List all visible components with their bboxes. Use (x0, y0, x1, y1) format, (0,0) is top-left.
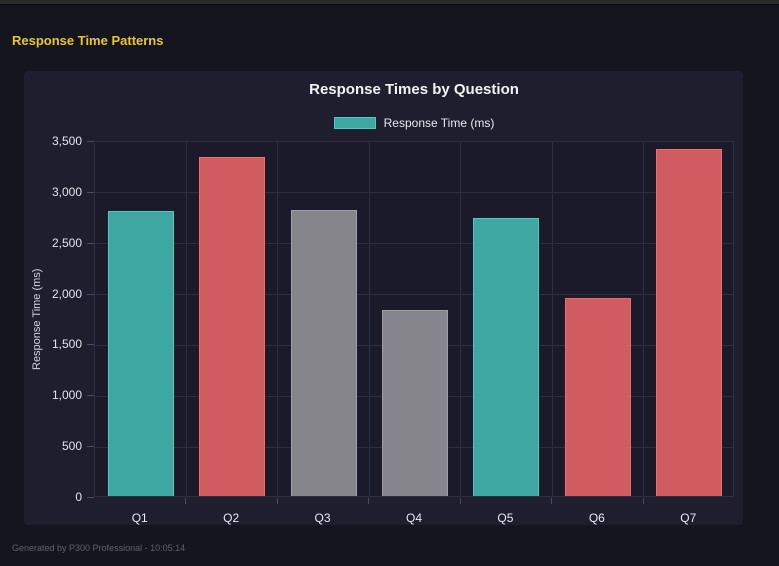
y-gridline (95, 192, 733, 194)
y-tick-mark (87, 242, 94, 244)
bar-q7[interactable] (656, 149, 723, 496)
bar-q3[interactable] (290, 210, 357, 496)
x-gridline (551, 142, 553, 496)
y-tick-mark (87, 191, 94, 193)
y-tick-label: 3,500 (51, 134, 82, 148)
x-gridline (277, 142, 279, 496)
y-tick-mark (87, 497, 94, 498)
page-title: Response Time Patterns (12, 33, 164, 48)
x-gridline (185, 142, 187, 496)
y-tick-mark (87, 293, 94, 295)
x-tick-mark (185, 498, 187, 504)
x-tick-mark (276, 498, 278, 504)
y-tick-label: 500 (61, 439, 82, 454)
y-tick-label: 1,500 (51, 337, 82, 352)
legend-label: Response Time (ms) (383, 116, 495, 130)
x-gridline (460, 142, 462, 496)
bar-q2[interactable] (199, 157, 266, 496)
chart-panel: Response Times by Question Response Time… (24, 71, 743, 525)
x-category-label: Q6 (588, 511, 605, 525)
y-gridline (95, 243, 733, 245)
y-tick-mark (87, 395, 94, 397)
bar-q5[interactable] (473, 218, 540, 496)
x-category-label: Q3 (314, 511, 331, 525)
y-tick-label: 3,000 (51, 184, 82, 199)
x-tick-mark (459, 498, 461, 504)
window-top-strip (0, 0, 779, 5)
y-tick-label: 0 (75, 490, 82, 504)
x-category-label: Q7 (680, 511, 697, 525)
bar-q4[interactable] (382, 309, 448, 496)
y-tick-mark (87, 446, 94, 448)
y-tick-label: 2,000 (51, 286, 82, 301)
x-tick-mark (642, 498, 644, 504)
x-tick-mark (551, 498, 553, 504)
x-gridline (643, 142, 645, 496)
plot-area (94, 141, 734, 497)
footer-status-text: Generated by P300 Professional - 10:05:1… (12, 543, 186, 553)
chart-title: Response Times by Question (309, 81, 519, 98)
x-category-label: Q2 (223, 511, 240, 525)
y-gridline (95, 294, 733, 296)
y-tick-label: 1,000 (51, 388, 82, 403)
legend-swatch (333, 117, 376, 129)
x-category-label: Q5 (497, 511, 514, 525)
y-tick-mark (87, 344, 94, 346)
y-tick-label: 2,500 (51, 235, 82, 250)
x-gridline (368, 142, 370, 496)
chart-legend[interactable]: Response Time (ms) (94, 114, 734, 132)
y-tick-mark (87, 141, 94, 142)
bar-q6[interactable] (564, 297, 631, 496)
bar-q1[interactable] (107, 211, 174, 496)
x-category-label: Q4 (405, 511, 422, 525)
x-tick-mark (368, 498, 370, 504)
x-category-label: Q1 (131, 511, 148, 525)
